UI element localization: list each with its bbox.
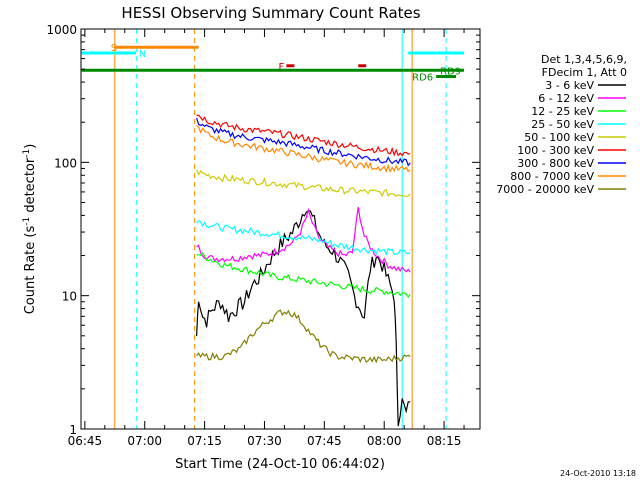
legend-label: 800 - 7000 keV (510, 170, 594, 183)
y-tick-label: 1000 (46, 23, 77, 37)
series-line (196, 114, 411, 157)
x-tick-label: 07:15 (187, 434, 222, 448)
plot-frame (80, 28, 481, 430)
y-axis-label-part: detector (23, 157, 38, 217)
series-line (196, 169, 411, 198)
x-tick-label: 08:15 (427, 434, 462, 448)
legend-header: FDecim 1, Att 0 (542, 66, 627, 79)
y-axis: 1 10 100 1000 (46, 23, 480, 437)
x-tick-label: 07:00 (127, 434, 162, 448)
legend-label: 300 - 800 keV (517, 157, 594, 170)
annotation-layer: S N F RD9 RD6 (81, 29, 465, 429)
x-tick-label: 06:45 (68, 434, 103, 448)
chart-title: HESSI Observing Summary Count Rates (121, 4, 420, 22)
series-layer (196, 114, 411, 427)
y-axis-label-sup: -1 (22, 217, 32, 226)
y-axis-label-part: ) (23, 144, 38, 149)
x-axis: 06:45 07:00 07:15 07:30 07:45 08:00 08:15 (68, 29, 465, 448)
flag-label: F (278, 62, 284, 73)
legend-header: Det 1,3,4,5,6,9, (541, 53, 627, 66)
flag-label: RD9 (440, 66, 461, 77)
legend-label: 12 - 25 keV (531, 105, 594, 118)
x-tick-label: 07:45 (307, 434, 342, 448)
y-axis-label: Count Rate (s-1 detector-1) (22, 144, 38, 315)
legend-label: 6 - 12 keV (538, 92, 594, 105)
series-line (196, 117, 411, 167)
series-line (196, 252, 411, 299)
x-axis-label: Start Time (24-Oct-10 06:44:02) (175, 457, 385, 472)
legend-label: 100 - 300 keV (517, 144, 594, 157)
legend-label: 25 - 50 keV (531, 118, 594, 131)
series-line (196, 207, 411, 273)
legend: Det 1,3,4,5,6,9, FDecim 1, Att 0 3 - 6 k… (496, 53, 627, 196)
y-tick-label: 10 (62, 290, 77, 304)
series-line (196, 220, 411, 256)
legend-label: 50 - 100 keV (524, 131, 594, 144)
y-axis-label-sup: -1 (22, 149, 32, 158)
timestamp: 24-Oct-2010 13:18 (560, 469, 636, 478)
flag-label: S (111, 43, 117, 54)
legend-label: 3 - 6 keV (545, 79, 594, 92)
y-tick-label: 1 (69, 423, 77, 437)
flag-label: RD6 (412, 73, 433, 84)
y-tick-label: 100 (54, 156, 77, 170)
series-line (196, 210, 411, 427)
flag-label: N (139, 49, 146, 60)
x-tick-label: 07:30 (247, 434, 282, 448)
x-tick-label: 08:00 (367, 434, 402, 448)
series-line (196, 309, 411, 364)
series-line (196, 124, 411, 174)
legend-label: 7000 - 20000 keV (496, 183, 594, 196)
y-axis-label-part: Count Rate (s (23, 226, 38, 315)
